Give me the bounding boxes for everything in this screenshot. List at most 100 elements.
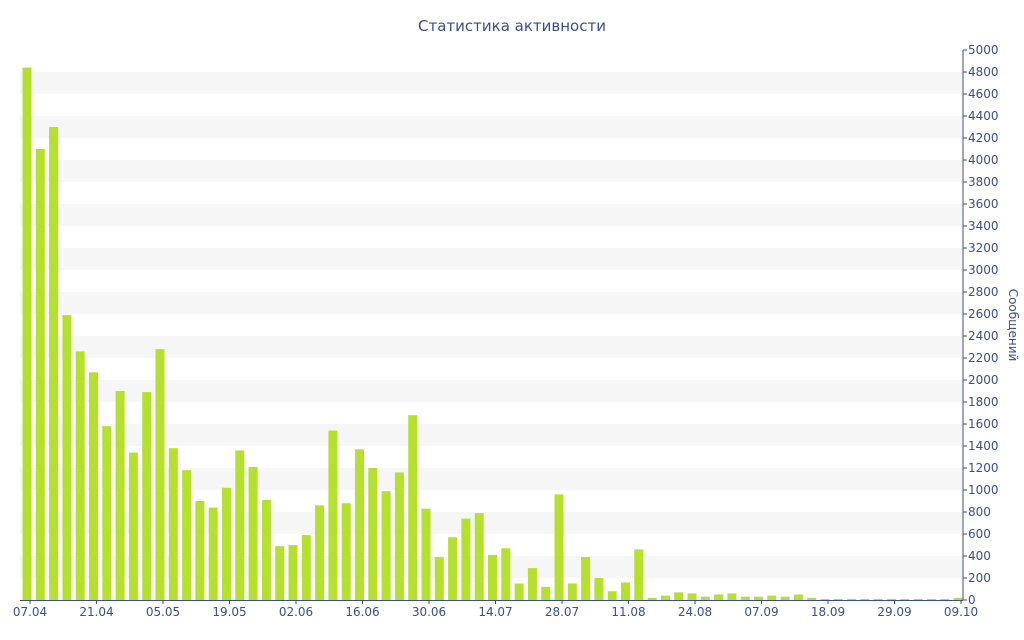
grid-bands (20, 72, 962, 578)
bar (594, 578, 604, 600)
bar (581, 557, 591, 600)
grid-band (20, 116, 962, 138)
bar (182, 470, 192, 600)
y-tick-label: 200 (968, 571, 991, 585)
bar (953, 597, 963, 600)
bar-series (22, 67, 963, 601)
bar (248, 466, 258, 600)
bar (49, 127, 59, 600)
bar (621, 582, 630, 600)
bar (434, 557, 444, 600)
bar (168, 448, 178, 600)
bar (687, 593, 697, 600)
bar (767, 595, 777, 600)
y-tick-label: 3800 (968, 175, 999, 189)
bar (89, 372, 98, 600)
y-tick-label: 800 (968, 505, 991, 519)
bar (235, 450, 245, 600)
y-tick-label: 0 (968, 593, 976, 607)
bar (501, 548, 511, 600)
bar (115, 391, 125, 600)
y-tick-label: 600 (968, 527, 991, 541)
y-tick-label: 1400 (968, 439, 999, 453)
bar (62, 315, 72, 600)
y-tick-label: 2400 (968, 329, 999, 343)
bar (421, 508, 431, 600)
x-tick-label: 21.04 (79, 605, 113, 619)
grid-band (20, 204, 962, 226)
bar (195, 501, 205, 600)
y-axis-label: Сообщений (1006, 289, 1020, 362)
y-tick-label: 1200 (968, 461, 999, 475)
bar (328, 430, 338, 600)
x-tick-label: 28.07 (545, 605, 579, 619)
bar (860, 598, 870, 600)
bar (514, 583, 524, 600)
y-tick-label: 3400 (968, 219, 999, 233)
x-tick-label: 14.07 (478, 605, 512, 619)
bar (913, 598, 923, 600)
bar (408, 415, 418, 600)
grid-band (20, 424, 962, 446)
bar (740, 596, 750, 600)
bar (488, 554, 497, 600)
bar (128, 452, 138, 600)
x-tick-label: 18.09 (811, 605, 845, 619)
y-tick-label: 3600 (968, 197, 999, 211)
chart-title: Статистика активности (418, 17, 606, 35)
bar (288, 545, 298, 600)
y-tick-label: 2800 (968, 285, 999, 299)
bar (261, 499, 271, 600)
bar (208, 507, 218, 600)
bar (222, 487, 231, 600)
x-axis: 07.04 21.04 05.05 19.05 02.06 16.06 30.06 14.07… (13, 600, 978, 619)
y-tick-label: 1800 (968, 395, 999, 409)
bar (315, 505, 325, 600)
bar (381, 491, 391, 600)
bar (847, 598, 857, 600)
x-tick-label: 19.05 (212, 605, 246, 619)
bar (355, 449, 364, 600)
bar (567, 583, 577, 600)
y-tick-label: 2000 (968, 373, 999, 387)
bar (35, 149, 45, 600)
x-tick-label: 07.09 (744, 605, 778, 619)
bar (700, 596, 710, 600)
bar (807, 597, 817, 600)
x-tick-label: 29.09 (877, 605, 911, 619)
grid-band (20, 380, 962, 402)
bar (22, 67, 32, 601)
bar (275, 546, 285, 600)
x-tick-label: 16.06 (345, 605, 379, 619)
x-tick-label: 07.04 (13, 605, 47, 619)
bar (341, 503, 351, 600)
bar (554, 494, 564, 600)
bar (75, 351, 85, 600)
y-tick-label: 2200 (968, 351, 999, 365)
y-tick-label: 4200 (968, 131, 999, 145)
y-axis: 0 200 400 600 800 1000 1200 1400 1600 1800 2000 220… (962, 43, 999, 607)
bar (527, 568, 537, 600)
grid-band (20, 292, 962, 314)
bar (368, 468, 378, 600)
y-tick-label: 1600 (968, 417, 999, 431)
x-tick-label: 30.06 (412, 605, 446, 619)
bar (634, 549, 644, 600)
bar (301, 535, 311, 600)
bar (448, 537, 458, 600)
y-tick-label: 5000 (968, 43, 999, 57)
y-tick-label: 3000 (968, 263, 999, 277)
y-tick-label: 4000 (968, 153, 999, 167)
y-tick-label: 4600 (968, 87, 999, 101)
grid-band (20, 160, 962, 182)
x-tick-label: 09.10 (944, 605, 978, 619)
bar (727, 593, 737, 600)
y-tick-label: 1000 (968, 483, 999, 497)
grid-band (20, 72, 962, 94)
bar (926, 598, 936, 600)
bar (541, 586, 551, 600)
bar (820, 598, 830, 600)
bar (474, 513, 484, 600)
bar (873, 598, 883, 600)
